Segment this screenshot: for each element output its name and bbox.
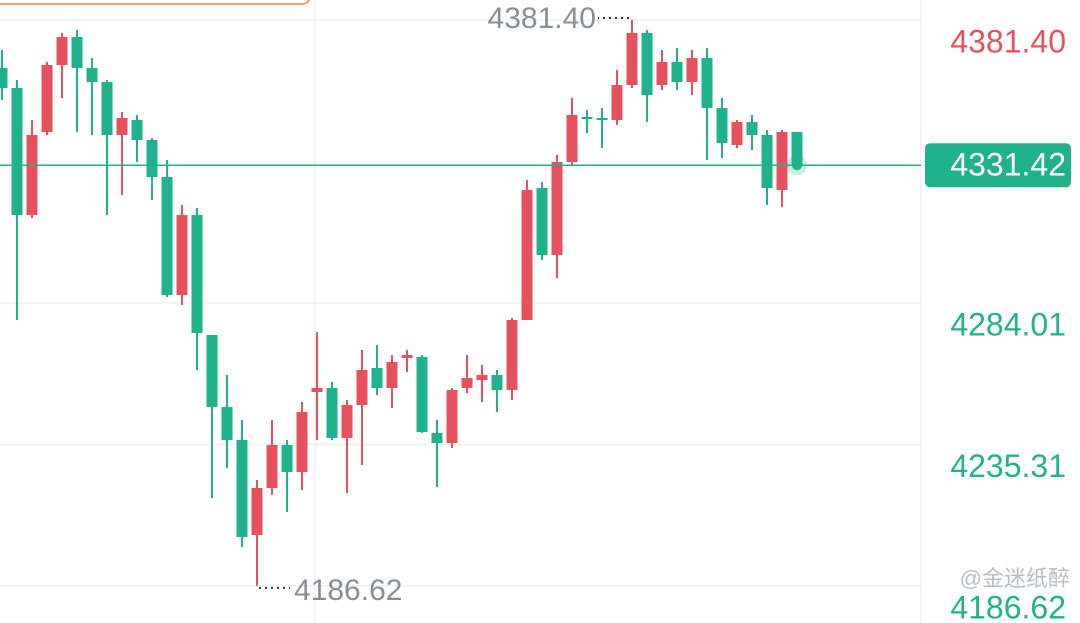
candle-body [461,378,473,389]
y-tick-label: 4235.31 [950,448,1066,484]
last-dot [792,160,802,171]
candle-body [26,134,38,215]
candle-body [116,117,128,135]
last-price-badge [925,143,1071,188]
candle-body [791,131,803,166]
candle-body [731,121,743,146]
candle-body [716,107,728,144]
candle-body [626,33,638,85]
candle-body [611,84,623,120]
candle-body [101,81,113,135]
candle-body [326,388,338,439]
candle-body [266,445,278,489]
candle-body [371,367,383,389]
y-tick-label: 4284.01 [950,306,1066,342]
candle-body [251,488,263,535]
candle-body [11,88,23,215]
candle-body [56,36,68,65]
candle-body [476,374,488,380]
labels: 4381.40 4284.01 4235.31 4186.62 4331.42 4381.… [259,2,1071,623]
candle-body [236,440,248,538]
annotation-high: 4381.40 [488,2,596,35]
grid [0,19,921,587]
candle-body [221,407,233,441]
candle-body [146,139,158,177]
candle-body [701,57,713,108]
candle-body [386,362,398,389]
candle-body [41,64,53,132]
candle-body [416,357,428,433]
candle-body [356,369,368,406]
candle-body [641,33,653,96]
candle-body [341,405,353,439]
annotation-low: 4186.62 [294,574,402,607]
candle-body [296,412,308,473]
candle-body [131,119,143,140]
candle-body [536,187,548,256]
candle-body [311,388,323,392]
candle-body [746,121,758,135]
candles [0,19,921,586]
candle-body [506,319,518,391]
candle-body [581,116,593,119]
candle-body [596,117,608,120]
candle-body [491,374,503,391]
candle-body [551,162,563,256]
candle-body [176,214,188,296]
candle-body [191,214,203,333]
candle-body [656,62,668,85]
tab-edge [0,0,311,5]
candle-body [281,445,293,473]
candle-body [671,62,683,82]
candle-body [401,355,413,359]
candle-body [761,134,773,188]
candle-body [431,432,443,444]
candle-body [776,131,788,190]
last-price-label: 4331.42 [950,147,1066,183]
candle-body [521,189,533,320]
candle-body [446,390,458,444]
candle-body [71,36,83,68]
candle-body [686,57,698,82]
candle-body [0,67,8,89]
candle-body [566,114,578,163]
y-tick-label: 4381.40 [950,23,1066,59]
candle-body [206,334,218,408]
y-tick-label: 4186.62 [950,589,1066,623]
watermark: @金迷纸醉 [960,566,1070,591]
candle-body [86,67,98,82]
candle-body [161,176,173,296]
